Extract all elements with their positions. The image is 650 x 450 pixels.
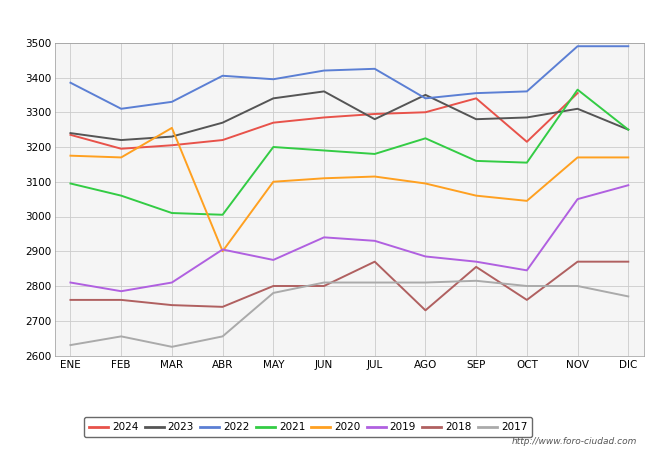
Text: http://www.foro-ciudad.com: http://www.foro-ciudad.com	[512, 436, 637, 446]
Text: Afiliados en Medina-Sidonia a 30/11/2024: Afiliados en Medina-Sidonia a 30/11/2024	[158, 12, 492, 27]
Legend: 2024, 2023, 2022, 2021, 2020, 2019, 2018, 2017: 2024, 2023, 2022, 2021, 2020, 2019, 2018…	[84, 417, 532, 437]
